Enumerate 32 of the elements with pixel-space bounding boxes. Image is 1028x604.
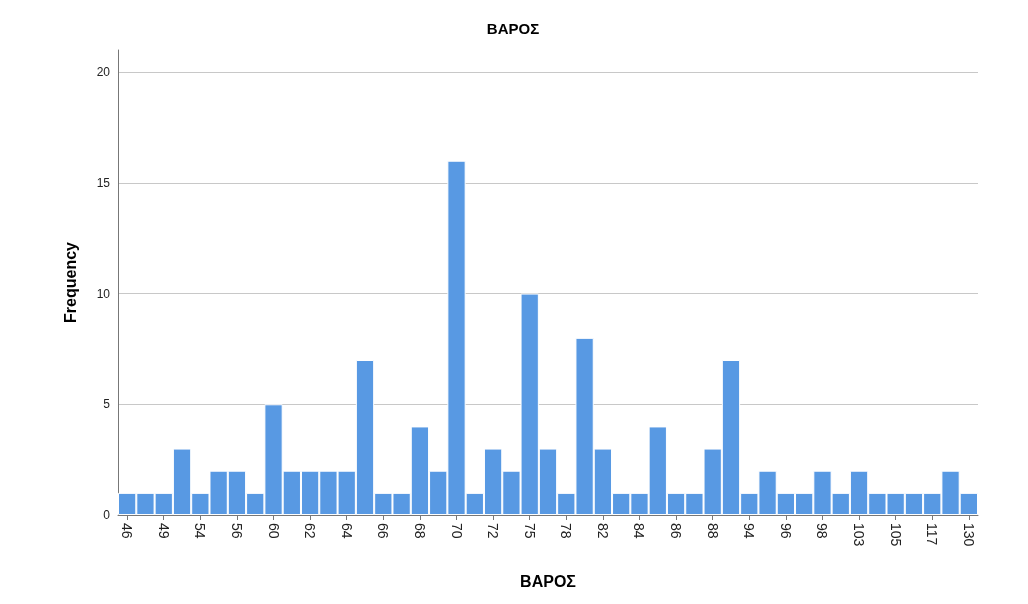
- y-tick-label: 0: [103, 508, 111, 522]
- chart-title: ΒΑΡΟΣ: [486, 20, 540, 37]
- x-tick-label: 96: [777, 523, 794, 539]
- x-tick-label: 62: [302, 523, 319, 539]
- x-tick-label: 117: [924, 523, 941, 546]
- x-tick-label: 56: [228, 523, 245, 539]
- y-tick-label: 15: [96, 175, 111, 190]
- x-tick-label: 84: [631, 523, 648, 539]
- x-tick-label: 54: [192, 523, 209, 539]
- x-tick-label: 72: [485, 523, 502, 539]
- x-axis-title: ΒΑΡΟΣ: [520, 572, 577, 590]
- y-tick-label: 10: [96, 286, 111, 301]
- y-tick-label: 20: [96, 65, 111, 80]
- x-tick-label: 82: [594, 523, 611, 539]
- x-tick-label: 78: [558, 523, 575, 539]
- y-axis-title: Frequency: [61, 241, 79, 323]
- x-tick-label: 49: [155, 523, 172, 539]
- x-tick-label: 86: [668, 523, 685, 539]
- x-tick-label: 98: [814, 523, 831, 539]
- x-tick-label: 60: [265, 523, 282, 539]
- x-tick-label: 46: [119, 523, 136, 539]
- x-tick-label: 68: [411, 523, 428, 539]
- x-tick-label: 88: [704, 523, 721, 539]
- x-tick-label: 94: [741, 523, 758, 539]
- x-tick-label: 105: [887, 523, 904, 547]
- x-tick-label: 70: [448, 523, 465, 539]
- x-tick-label: 130: [960, 523, 977, 547]
- x-tick-label: 103: [851, 523, 868, 547]
- y-tick-label: 5: [103, 397, 111, 412]
- x-tick-label: 75: [521, 523, 538, 539]
- x-tick-label: 66: [375, 523, 392, 539]
- x-tick-label: 64: [338, 523, 355, 539]
